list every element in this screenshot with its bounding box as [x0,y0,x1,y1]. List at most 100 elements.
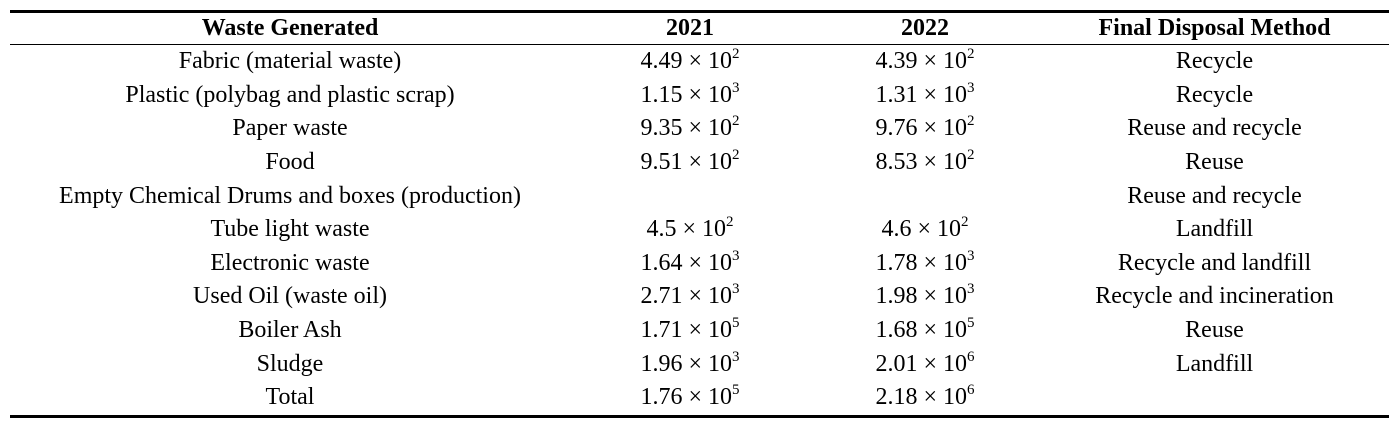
table-row: Used Oil (waste oil) 2.71 × 103 1.98 × 103… [10,280,1389,314]
value-2021-cell: 9.35 × 102 [570,112,810,146]
times-sign: × [688,48,703,75]
mantissa: 4.5 [646,216,677,243]
value-2021-cell: 1.76 × 105 [570,380,810,418]
exponent: 2 [732,46,740,63]
waste-cell: Boiler Ash [238,317,342,344]
mantissa: 4.6 [881,216,912,243]
value-2022-cell: 4.6 × 102 [810,213,1040,247]
waste-table: Waste Generated 2021 2022 Final Disposal… [10,10,1389,418]
times-sign: × [688,81,703,108]
value-2021-cell: 2.71 × 103 [570,280,810,314]
times-sign: × [923,48,938,75]
disposal-method-cell: Recycle [1175,81,1254,108]
exponent: 2 [961,214,969,231]
exponent: 5 [732,382,740,399]
times-sign: × [923,350,938,377]
waste-cell: Food [265,149,315,176]
value-2022-cell: 1.31 × 103 [810,79,1040,113]
base: 10 [708,384,733,411]
base: 10 [708,249,733,276]
table-row: Fabric (material waste) 4.49 × 102 4.39 × … [10,45,1389,79]
times-sign: × [688,384,703,411]
mantissa: 2.01 [875,350,918,377]
waste-cell: Electronic waste [210,249,370,276]
mantissa: 1.71 [640,317,683,344]
exponent: 2 [732,113,740,130]
disposal-method-cell: Landfill [1175,350,1254,377]
times-sign: × [917,216,932,243]
mantissa: 8.53 [875,149,918,176]
mantissa: 9.76 [875,115,918,142]
waste-cell: Total [10,380,570,418]
waste-cell: Used Oil (waste oil) [193,283,387,310]
disposal-method-cell [1040,380,1389,418]
value-2021-cell: 1.96 × 103 [570,347,810,381]
header-2022: 2022 [810,10,1040,45]
mantissa: 1.68 [875,317,918,344]
value-2022-cell: 1.78 × 103 [810,247,1040,281]
value-2022-cell: 2.01 × 106 [810,347,1040,381]
table-row: Empty Chemical Drums and boxes (producti… [10,179,1389,213]
exponent: 5 [967,315,975,332]
mantissa: 4.49 [640,48,683,75]
exponent: 5 [732,315,740,332]
table-row: Total 1.76 × 105 2.18 × 106 [10,380,1389,418]
exponent: 3 [732,247,740,264]
disposal-method-cell: Reuse [1185,149,1244,176]
times-sign: × [688,149,703,176]
times-sign: × [688,249,703,276]
times-sign: × [923,384,938,411]
value-2022-cell: 1.68 × 105 [810,314,1040,348]
exponent: 2 [967,113,975,130]
times-sign: × [923,81,938,108]
value-2022-cell [810,179,1040,213]
times-sign: × [923,249,938,276]
header-row: Waste Generated 2021 2022 Final Disposal… [10,10,1389,45]
base: 10 [708,48,733,75]
disposal-method-cell: Reuse and recycle [1127,115,1302,142]
mantissa: 1.78 [875,249,918,276]
header-final-disposal-method: Final Disposal Method [1040,10,1389,45]
times-sign: × [688,350,703,377]
table-row: Tube light waste 4.5 × 102 4.6 × 102 Landfi… [10,213,1389,247]
base: 10 [943,115,968,142]
value-2022-cell: 8.53 × 102 [810,146,1040,180]
exponent: 6 [967,382,975,399]
mantissa: 1.15 [640,81,683,108]
times-sign: × [923,283,938,310]
mantissa: 2.71 [640,283,683,310]
value-2021-cell: 9.51 × 102 [570,146,810,180]
mantissa: 4.39 [875,48,918,75]
waste-cell: Empty Chemical Drums and boxes (producti… [59,182,521,209]
header-2021: 2021 [570,10,810,45]
mantissa: 1.64 [640,249,683,276]
mantissa: 9.35 [640,115,683,142]
base: 10 [943,384,968,411]
exponent: 2 [967,46,975,63]
base: 10 [943,149,968,176]
disposal-method-cell: Reuse [1185,317,1244,344]
times-sign: × [688,317,703,344]
exponent: 3 [732,348,740,365]
waste-cell: Fabric (material waste) [178,48,402,75]
table-row: Paper waste 9.35 × 102 9.76 × 102 Reuse and… [10,112,1389,146]
value-2021-cell: 1.71 × 105 [570,314,810,348]
exponent: 2 [726,214,734,231]
times-sign: × [923,115,938,142]
value-2022-cell: 9.76 × 102 [810,112,1040,146]
exponent: 3 [967,281,975,298]
exponent: 3 [967,247,975,264]
base: 10 [708,350,733,377]
base: 10 [943,350,968,377]
mantissa: 9.51 [640,149,683,176]
base: 10 [708,149,733,176]
value-2021-cell: 4.5 × 102 [570,213,810,247]
exponent: 2 [967,147,975,164]
value-2022-cell: 4.39 × 102 [810,45,1040,79]
base: 10 [708,317,733,344]
times-sign: × [688,283,703,310]
table-row: Boiler Ash 1.71 × 105 1.68 × 105 Reuse [10,314,1389,348]
value-2021-cell: 4.49 × 102 [570,45,810,79]
waste-cell: Plastic (polybag and plastic scrap) [125,81,455,108]
exponent: 3 [967,79,975,96]
